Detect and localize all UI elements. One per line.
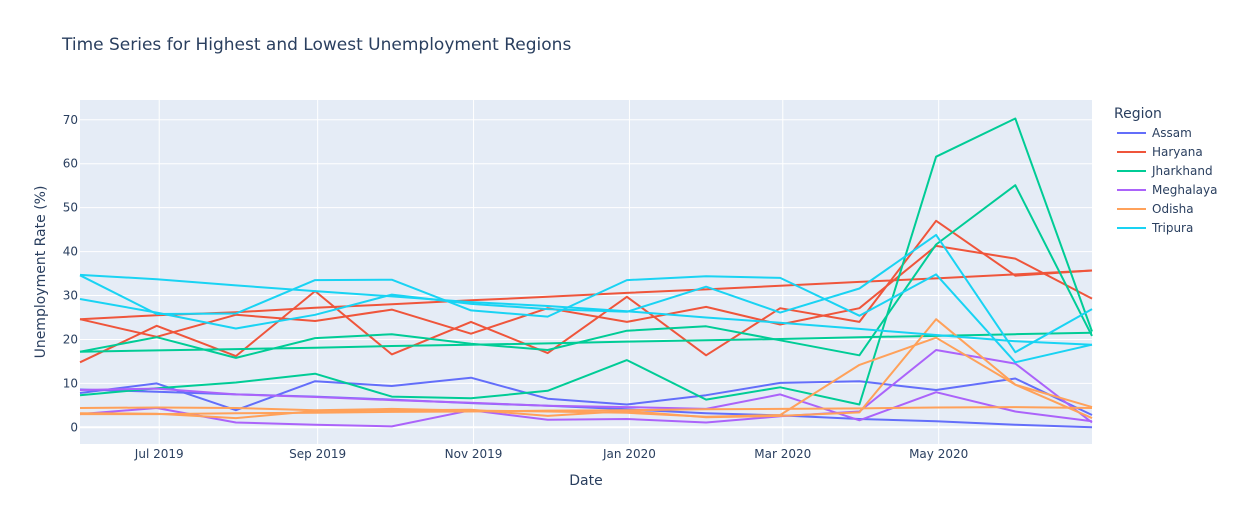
x-tick-label: Jan 2020 <box>602 447 656 461</box>
series-meghalaya <box>79 349 1093 428</box>
series-haryana <box>79 219 1093 364</box>
series-line <box>79 273 1093 364</box>
y-tick-label: 10 <box>63 376 78 390</box>
series-line <box>79 273 1093 346</box>
y-axis-title: Unemployment Rate (%) <box>33 186 49 359</box>
legend-label: Tripura <box>1151 221 1193 235</box>
x-tick-label: Nov 2019 <box>445 447 503 461</box>
legend-item-tripura[interactable]: Tripura <box>1117 221 1193 235</box>
x-tick-label: Sep 2019 <box>289 447 346 461</box>
legend-item-assam[interactable]: Assam <box>1117 126 1192 140</box>
x-axis-title: Date <box>569 473 602 489</box>
x-axis-ticks: Jul 2019 Sep 2019 Nov 2019 Jan 2020 Mar 2020… <box>134 447 968 461</box>
series-lines <box>79 117 1093 429</box>
series-line <box>79 244 1093 338</box>
legend-item-odisha[interactable]: Odisha <box>1117 202 1194 216</box>
x-tick-label: Jul 2019 <box>134 447 184 461</box>
legend-label: Assam <box>1152 126 1192 140</box>
plot-area <box>80 100 1092 444</box>
legend-item-haryana[interactable]: Haryana <box>1117 145 1203 159</box>
series-line <box>79 269 1093 321</box>
legend-item-meghalaya[interactable]: Meghalaya <box>1117 183 1217 197</box>
y-axis-ticks: 0 10 20 30 40 50 60 70 <box>63 113 78 435</box>
legend-label: Jharkhand <box>1151 164 1213 178</box>
legend-item-jharkhand[interactable]: Jharkhand <box>1117 164 1213 178</box>
legend-label: Odisha <box>1152 202 1194 216</box>
y-tick-label: 0 <box>70 420 78 434</box>
legend-label: Meghalaya <box>1152 183 1217 197</box>
legend[interactable]: Region Assam Haryana Jharkhand Meghalaya Odi… <box>1114 106 1217 235</box>
y-tick-label: 60 <box>63 157 78 171</box>
series-line <box>79 349 1093 428</box>
chart-title: Time Series for Highest and Lowest Unemp… <box>61 35 571 55</box>
series-line <box>79 376 1093 416</box>
series-line <box>80 406 1093 416</box>
series-line <box>79 184 1093 359</box>
series-line <box>79 117 1093 406</box>
legend-title: Region <box>1114 106 1162 122</box>
y-tick-label: 30 <box>63 289 78 303</box>
series-line <box>79 233 1093 354</box>
x-tick-label: Mar 2020 <box>754 447 811 461</box>
series-tripura <box>79 233 1093 364</box>
y-tick-label: 50 <box>63 201 78 215</box>
x-tick-label: May 2020 <box>909 447 968 461</box>
series-line <box>79 219 1093 364</box>
series-line <box>79 387 1093 423</box>
y-tick-label: 20 <box>63 332 78 346</box>
legend-label: Haryana <box>1152 145 1203 159</box>
y-tick-label: 70 <box>63 113 78 127</box>
series-line <box>79 336 1093 418</box>
y-tick-label: 40 <box>63 245 78 259</box>
